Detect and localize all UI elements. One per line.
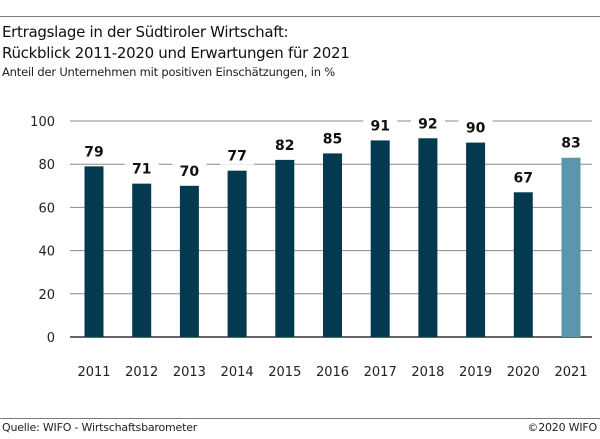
x-tick-label: 2015 <box>268 365 301 380</box>
bar-2017 <box>370 140 390 337</box>
x-tick-label: 2021 <box>554 365 587 380</box>
data-label-background <box>315 128 350 148</box>
data-label-background <box>77 141 111 161</box>
x-tick-label: 2011 <box>77 365 110 380</box>
y-tick-labels: 0 20 40 60 80 100 <box>30 115 55 346</box>
data-label: 90 <box>466 121 486 137</box>
data-label-background <box>363 115 398 135</box>
bar-2015 <box>275 159 295 337</box>
y-tick-label: 100 <box>30 115 55 130</box>
x-tick-label: 2017 <box>364 365 397 380</box>
data-label-background <box>124 158 159 178</box>
bar-2012 <box>132 183 152 337</box>
bar-2016 <box>323 153 342 337</box>
chart-title: Ertragslage in der Südtiroler Wirtschaft… <box>2 22 350 64</box>
copyright-note: ©2020 WIFO <box>527 421 597 434</box>
data-label-background <box>410 113 445 133</box>
y-tick-label: 60 <box>38 201 55 216</box>
y-tick-label: 0 <box>47 331 55 346</box>
y-tick-label: 20 <box>38 288 55 303</box>
x-tick-label: 2018 <box>411 365 444 380</box>
bar-2019 <box>466 142 486 337</box>
chart-subtitle: Anteil der Unternehmen mit positiven Ein… <box>2 65 336 79</box>
x-tick-labels: 2011 2012 2013 2014 2015 2016 2017 2018 2019 2020… <box>77 365 587 380</box>
x-tick-label: 2014 <box>221 365 254 380</box>
x-tick-label: 2013 <box>173 365 206 380</box>
data-label: 85 <box>323 131 342 147</box>
data-label-background <box>220 145 255 165</box>
bar-2018 <box>418 138 438 337</box>
data-label-background <box>458 117 493 137</box>
x-tick-label: 2020 <box>507 365 540 380</box>
data-label-background <box>506 167 541 187</box>
data-label-background <box>267 134 302 154</box>
data-label: 71 <box>132 162 151 178</box>
top-rule <box>0 16 600 17</box>
data-label: 70 <box>180 164 200 180</box>
bottom-rule <box>0 418 600 419</box>
data-labels: 79 71 70 77 82 85 91 92 90 67 83 <box>77 113 588 187</box>
bar-2011 <box>84 166 104 337</box>
title-line-1: Ertragslage in der Südtiroler Wirtschaft… <box>2 23 289 41</box>
data-label-background <box>172 160 207 180</box>
bar-forecast-2021 <box>561 157 581 337</box>
x-tick-label: 2019 <box>459 365 492 380</box>
y-tick-label: 40 <box>38 245 55 260</box>
data-label: 92 <box>418 116 437 132</box>
y-tick-label: 80 <box>38 158 55 173</box>
data-label: 83 <box>561 136 580 152</box>
data-label: 91 <box>370 118 389 134</box>
data-label: 82 <box>275 138 294 154</box>
bar-2014 <box>227 170 247 337</box>
data-label: 67 <box>514 170 533 186</box>
bar-2020 <box>513 192 533 337</box>
bar-2013 <box>179 185 199 337</box>
x-tick-label: 2016 <box>316 365 349 380</box>
x-tick-label: 2012 <box>125 365 158 380</box>
data-label: 79 <box>84 144 103 160</box>
source-note: Quelle: WIFO - Wirtschaftsbarometer <box>2 421 198 434</box>
bars <box>84 138 581 337</box>
data-label: 77 <box>227 149 246 165</box>
data-label-background <box>554 132 588 152</box>
title-line-2: Rückblick 2011-2020 und Erwartungen für … <box>2 44 350 62</box>
